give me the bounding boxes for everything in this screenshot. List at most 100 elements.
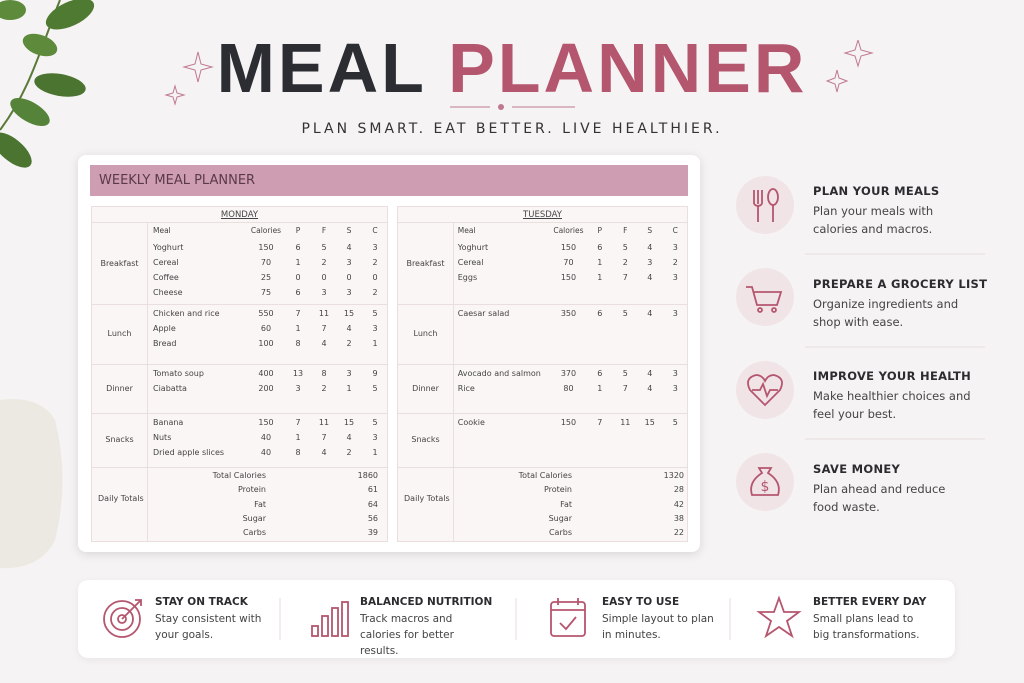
cell-number: 4 [321,339,327,348]
total-name: Carbs [548,528,572,538]
cell-number: 3 [346,369,352,378]
cell-number: 2 [321,384,327,393]
cell-number: 4 [647,243,653,252]
cell-number: 2 [346,339,352,348]
cell-number: 80 [563,384,574,393]
cell-number: 7 [321,324,327,333]
total-name: Total Calories [518,471,572,480]
meal-name: Dried apple slices [153,448,225,457]
feature-text: Plan ahead and reduce food waste. [813,481,946,514]
cell-number: 200 [258,384,274,393]
meal-name: Banana [153,418,184,427]
cell-number: 0 [321,273,327,282]
cell-number: 1 [295,258,301,267]
cell-number: 350 [560,309,577,318]
benefit-icons [103,595,802,640]
cell-number: 7 [597,418,603,427]
column-header: C [672,226,678,235]
planner-title: WEEKLY MEAL PLANNER [99,173,256,188]
feature-title: IMPROVE YOUR HEALTH [813,369,972,383]
cell-number: 150 [258,243,274,252]
benefit-title: STAY ON TRACK [155,596,248,608]
tagline: PLAN SMART. EAT BETTER. LIVE HEALTHIER. [301,121,723,137]
total-name: Total Calories [212,471,266,480]
feature-title: PREPARE A GROCERY LIST [813,276,988,291]
cell-number: 4 [647,384,653,393]
cell-number: 4 [647,309,653,318]
cell-number: 40 [260,448,272,457]
cell-number: 6 [295,288,301,297]
feature-text: Make healthier choices and feel your bes… [813,389,971,421]
benefit: BALANCED NUTRITION Track macros and calor… [360,596,492,659]
planner-header: WEEKLY MEAL PLANNER [90,165,688,196]
section-label: Lunch [107,329,132,338]
column-header: P [597,226,603,235]
column-header: Calories [553,226,584,235]
cell-number: 9 [372,369,378,378]
cell-number: 1 [346,384,352,393]
cell-number: 4 [346,324,352,333]
cell-number: 5 [672,418,678,427]
meal-name: Rice [457,384,475,393]
day-table: MONDAY Meal Calories P F S C Breakfast Yoghurt 15… [91,206,388,542]
cell-number: 3 [672,384,678,393]
cell-number: 15 [644,418,655,427]
cell-number: 7 [295,418,301,427]
row-line [92,222,387,223]
total-value: 22 [673,528,684,538]
cell-number: 4 [647,369,653,378]
total-name: Sugar [548,513,572,523]
cell-number: 3 [372,433,378,442]
total-name: Protein [543,485,572,495]
cell-number: 5 [622,309,628,318]
cell-number: 3 [672,369,678,378]
feature-text: Organize ingredients and shop with ease. [813,296,959,329]
row-line [398,222,687,223]
total-name: Carbs [242,528,266,538]
cell-number: 6 [597,369,603,378]
benefit-title: EASY TO USE [602,596,680,608]
cell-number: 13 [292,369,304,378]
cell-number: 40 [260,433,272,442]
cell-number: 5 [622,369,628,378]
benefit: EASY TO USE Simple layout to plan in minu… [602,596,714,643]
cell-number: 2 [321,258,327,267]
feature-title: SAVE MONEY [813,461,901,476]
total-value: 39 [367,528,378,538]
meal-name: Ciabatta [153,384,187,393]
meal-name: Apple [153,324,176,333]
total-name: Sugar [242,513,266,523]
row-line [92,364,387,365]
column-line [147,223,148,541]
cell-number: 0 [346,273,352,282]
cell-number: 2 [372,258,378,267]
title-dark: MEAL [216,29,426,107]
cell-number: 2 [372,288,378,297]
cell-number: 5 [372,418,378,427]
column-line [453,223,454,541]
feature: SAVE MONEY Plan ahead and reduce food was… [813,462,973,516]
column-header: Meal [153,226,171,235]
meal-name: Caesar salad [457,309,510,318]
cell-number: 0 [295,273,301,282]
column-header: C [372,226,378,235]
cell-number: 1 [295,433,301,442]
cell-number: 5 [622,243,628,252]
cell-number: 5 [372,309,378,318]
total-name: Protein [237,485,266,495]
cell-number: 4 [647,273,653,282]
section-label: Breakfast [100,258,139,268]
section-label: Breakfast [406,258,445,268]
column-header: F [321,226,327,235]
cell-number: 2 [346,448,352,457]
day-name: TUESDAY [523,210,562,220]
total-value: 61 [367,485,378,495]
cell-number: 1 [597,258,603,267]
benefit-text: Track macros and calories for better res… [360,613,454,657]
cell-number: 4 [346,243,352,252]
cell-number: 150 [560,418,577,427]
feature-icons: $ [736,176,985,511]
day-table: TUESDAY Meal Calories P F S C Breakfast Yoghurt 1… [397,206,688,542]
benefit: BETTER EVERY DAY Small plans lead to big … [813,596,926,643]
cell-number: 4 [321,448,327,457]
